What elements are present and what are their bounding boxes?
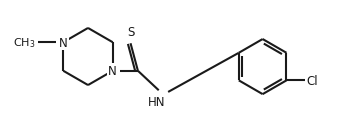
Text: CH$_3$: CH$_3$: [13, 36, 35, 50]
Text: N: N: [108, 65, 117, 78]
Text: S: S: [127, 25, 134, 38]
Text: N: N: [59, 36, 68, 49]
Text: HN: HN: [148, 95, 166, 108]
Text: Cl: Cl: [306, 74, 318, 87]
